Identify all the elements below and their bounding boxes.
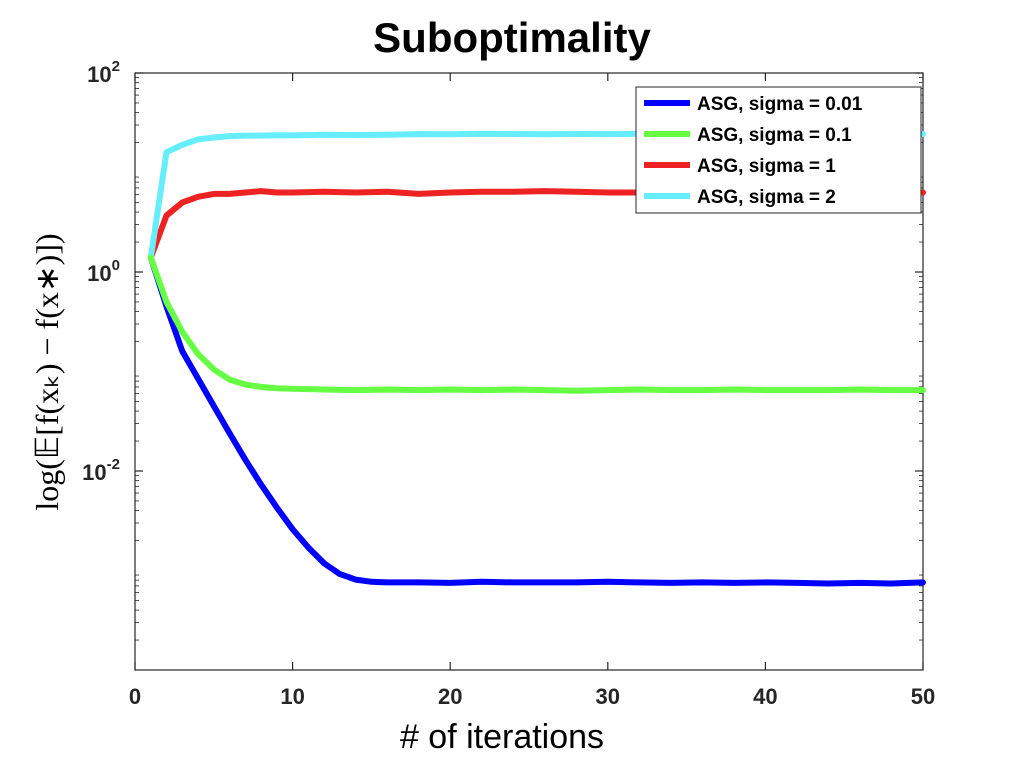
x-axis-label: # of iterations: [400, 718, 604, 756]
legend-label: ASG, sigma = 0.1: [697, 125, 852, 146]
x-tick-label: 30: [596, 684, 620, 709]
x-tick-label: 50: [911, 684, 935, 709]
x-tick-label: 10: [280, 684, 304, 709]
legend-label: ASG, sigma = 2: [697, 187, 836, 208]
legend-label: ASG, sigma = 0.01: [697, 94, 863, 115]
legend: ASG, sigma = 0.01 ASG, sigma = 0.1 ASG, si…: [635, 86, 922, 214]
y-axis-label: log(𝔼[f(xₖ) − f(x∗)]): [29, 233, 65, 510]
legend-box: [635, 86, 922, 214]
y-tick-label: 102: [87, 58, 120, 87]
x-axis: 0 10 20 30 40 50: [129, 73, 935, 709]
x-tick-label: 20: [438, 684, 462, 709]
chart-title: Suboptimality: [373, 14, 651, 61]
x-tick-label: 0: [129, 684, 141, 709]
x-tick-label: 40: [753, 684, 777, 709]
legend-label: ASG, sigma = 1: [697, 156, 836, 177]
y-tick-label: 10-2: [82, 456, 120, 485]
series-line-0: [147, 254, 926, 587]
y-tick-label: 100: [87, 257, 120, 286]
series-line-1: [147, 254, 926, 394]
